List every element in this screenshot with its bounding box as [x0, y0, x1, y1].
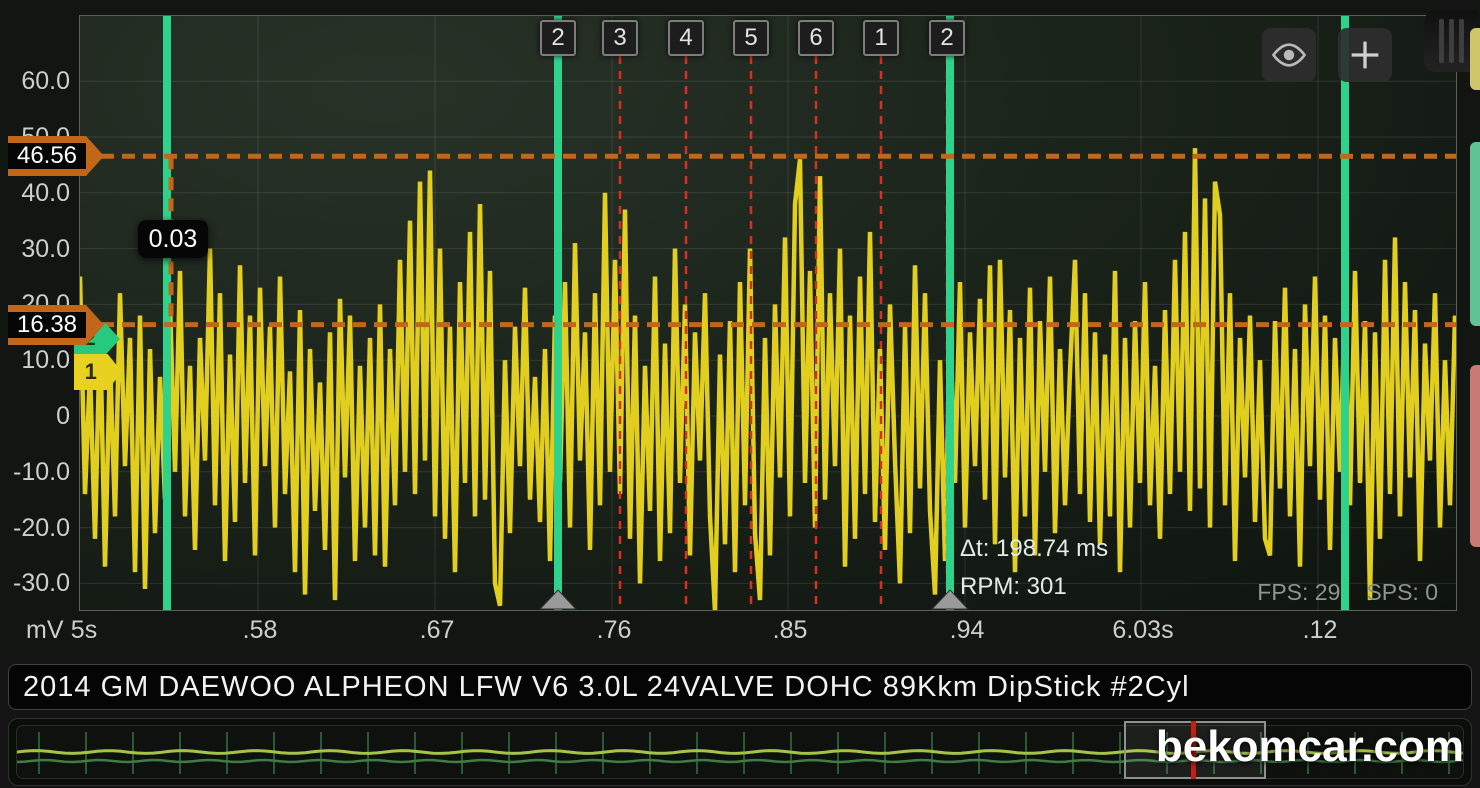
sps-value: SPS: 0: [1366, 579, 1438, 605]
y-axis-label: -10.0: [13, 457, 70, 486]
rpm-value: RPM: 301: [960, 573, 1067, 600]
channel-marker-1-label: 1: [84, 359, 97, 384]
fps-readout: FPS: 29 SPS: 0: [1257, 579, 1438, 606]
cursor-handle[interactable]: [930, 589, 970, 610]
x-axis-label: .85: [772, 616, 808, 644]
eye-icon: [1271, 43, 1307, 67]
cylinder-marker-1[interactable]: 1: [863, 20, 899, 56]
x-axis-label: .58: [242, 616, 278, 644]
watermark: bekomcar.com: [1155, 722, 1464, 771]
x-axis-label: 6.03s: [1112, 616, 1174, 644]
x-axis-label: 5s: [70, 616, 98, 644]
y-axis-label: 40.0: [21, 178, 70, 207]
side-tab-yellow[interactable]: [1470, 28, 1480, 90]
y-axis-label: -30.0: [13, 569, 70, 598]
x-axis-label: .12: [1302, 616, 1338, 644]
add-button[interactable]: [1338, 28, 1392, 82]
recording-title-bar[interactable]: 2014 GM DAEWOO ALPHEON LFW V6 3.0L 24VAL…: [8, 664, 1472, 710]
y-axis-label: 10.0: [21, 346, 70, 375]
cylinder-marker-5[interactable]: 5: [733, 20, 769, 56]
x-axis-label: .94: [949, 616, 985, 644]
cursor-time-tooltip: 0.03: [138, 220, 208, 258]
y-axis-unit: mV: [26, 616, 64, 644]
level-cursor-tag[interactable]: 46.56: [8, 136, 104, 177]
side-tab-red[interactable]: [1470, 365, 1480, 547]
scope-panel: 0.03 Δt: 198.74 ms RPM: 301 FPS: 29 SPS:…: [8, 10, 1478, 644]
y-axis-label: 60.0: [21, 67, 70, 96]
plus-icon: [1351, 41, 1379, 69]
delta-t-value: Δt: 198.74 ms: [960, 535, 1109, 562]
cylinder-marker-6[interactable]: 6: [798, 20, 834, 56]
cylinder-marker-2[interactable]: 2: [540, 20, 576, 56]
x-axis-label: .76: [596, 616, 632, 644]
level-cursor-value: 16.38: [8, 311, 86, 338]
waveform-trace: [80, 148, 1456, 610]
minimap-trace-area: [16, 725, 1464, 779]
minimap-bar[interactable]: [8, 718, 1472, 786]
arrow-right-icon: [86, 136, 104, 177]
plot-area[interactable]: 0.03 Δt: 198.74 ms RPM: 301 FPS: 29 SPS:…: [80, 16, 1456, 610]
cylinder-marker-2[interactable]: 2: [929, 20, 965, 56]
minimap-playhead[interactable]: [1191, 721, 1196, 779]
recording-title: 2014 GM DAEWOO ALPHEON LFW V6 3.0L 24VAL…: [23, 670, 1190, 703]
fps-value: FPS: 29: [1257, 579, 1341, 605]
minimap-trace-dark: [17, 758, 1463, 764]
minimap-trace-bright: [17, 749, 1463, 755]
x-axis-label: .67: [419, 616, 455, 644]
cursor-handle[interactable]: [538, 589, 578, 610]
level-cursor-tag[interactable]: 16.38: [8, 304, 104, 345]
level-cursor-value: 46.56: [8, 143, 86, 170]
arrow-right-icon: [86, 304, 104, 345]
drawer-grip-handle[interactable]: [1424, 10, 1478, 72]
waveform-canvas: [80, 16, 1456, 610]
side-tab-teal[interactable]: [1470, 142, 1480, 326]
delta-readout: Δt: 198.74 ms RPM: 301: [960, 530, 1108, 606]
minimap-waveform: [17, 732, 1463, 774]
y-axis-label: 30.0: [21, 234, 70, 263]
cylinder-marker-3[interactable]: 3: [602, 20, 638, 56]
visibility-button[interactable]: [1262, 28, 1316, 82]
y-axis-label: 0: [56, 402, 70, 430]
y-axis-label: -20.0: [13, 513, 70, 542]
cylinder-marker-4[interactable]: 4: [668, 20, 704, 56]
